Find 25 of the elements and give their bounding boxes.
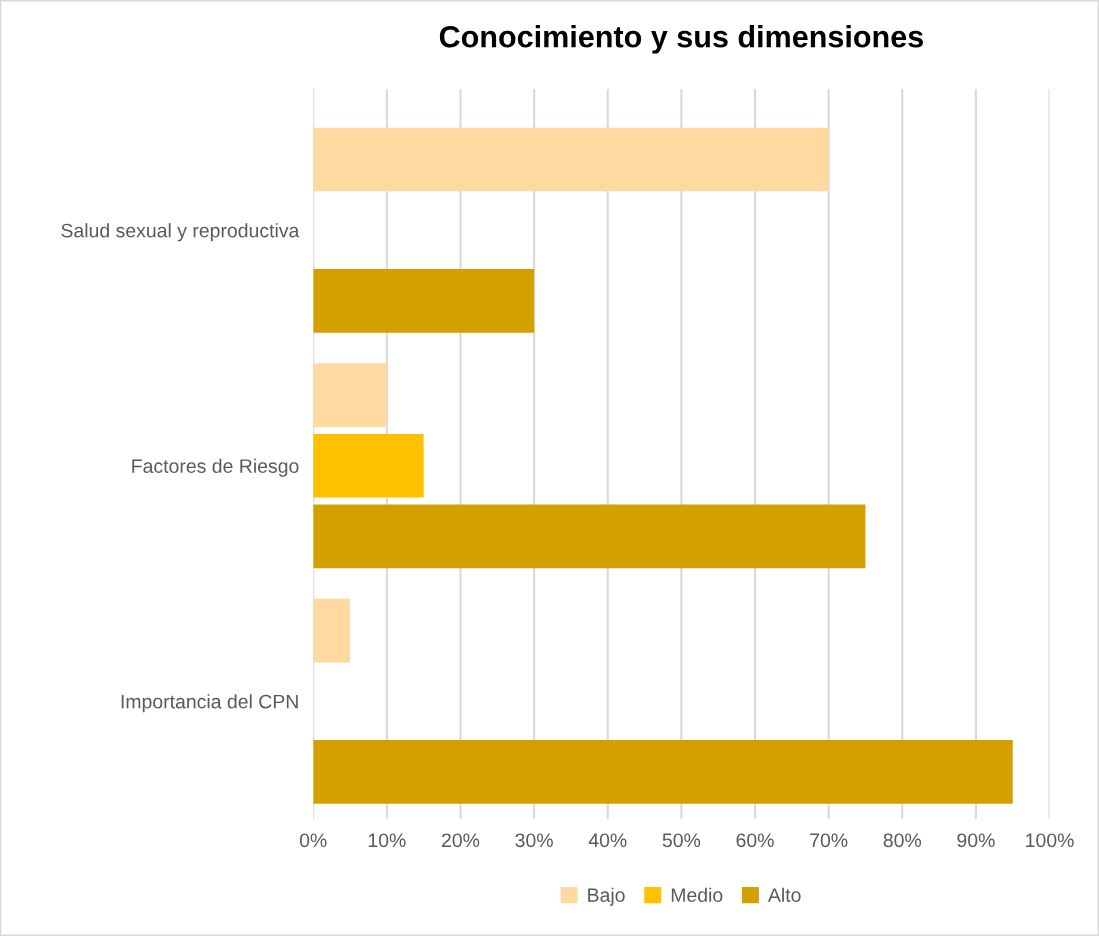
bar (313, 363, 387, 427)
x-tick-label: 90% (957, 833, 995, 848)
x-tick-label: 40% (588, 833, 627, 848)
y-tick-label: Factores de Riesgo (132, 458, 299, 477)
legend-label: Bajo (588, 887, 625, 906)
x-tick-label: 10% (368, 833, 406, 848)
x-tick-label: 80% (883, 833, 922, 848)
x-tick-label: 100% (1026, 833, 1074, 848)
x-tick-label: 30% (515, 833, 553, 848)
y-tick-label: Salud sexual y reproductiva (61, 223, 300, 242)
chart-title: Conocimiento y sus dimensiones (439, 25, 923, 54)
legend-label: Medio (671, 887, 723, 902)
x-tick-label: 50% (662, 833, 701, 848)
x-tick-label: 60% (736, 833, 774, 848)
bar (313, 127, 829, 192)
bar (313, 740, 1013, 804)
bar (313, 504, 866, 569)
bar (313, 598, 351, 663)
bar (313, 433, 424, 498)
x-tick-label: 70% (810, 833, 848, 848)
x-tick-label: 20% (442, 833, 480, 848)
y-tick-label: Importancia del CPN (121, 694, 298, 713)
legend-label: Alto (767, 887, 801, 902)
x-tick-label: 0% (299, 833, 327, 848)
bar (313, 269, 535, 333)
